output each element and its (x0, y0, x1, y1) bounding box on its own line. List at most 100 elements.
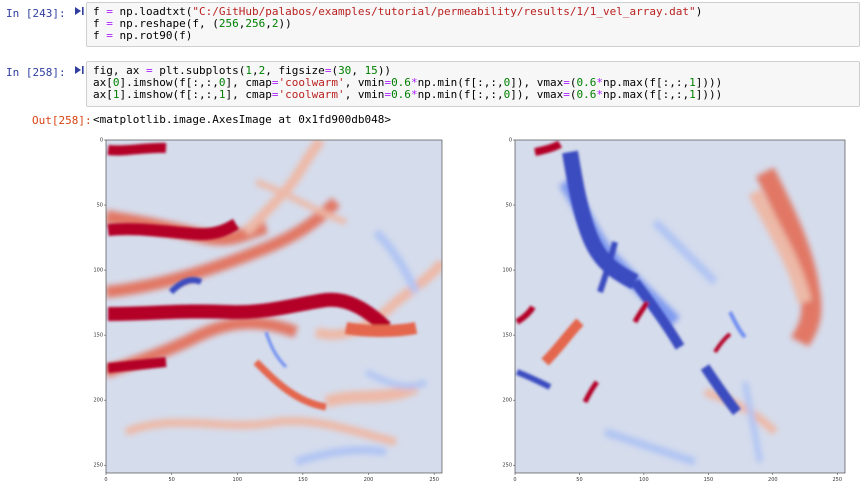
output-text: <matplotlib.image.AxesImage at 0x1fd900d… (93, 113, 392, 126)
code-token: .reshape(f, ( (132, 18, 219, 30)
code-token: ]), vmax (510, 89, 564, 101)
x-tick-label: 150 (704, 477, 714, 483)
code-token: ], cmap (225, 89, 272, 101)
y-tick-label: 100 (502, 268, 512, 274)
code-token: , figsize (265, 65, 325, 77)
velocity-y-image: 0 50 100 150 200 250 0 50 100 150 200 250 (502, 138, 846, 483)
y-tick-label: 150 (93, 333, 103, 339)
code-token: , (238, 18, 246, 30)
code-token: )) (278, 18, 292, 30)
code-token: np (119, 6, 133, 18)
code-token: ].imshow(f[:,:, (119, 77, 219, 89)
code-token: ax[ (93, 77, 113, 89)
code-token: = (99, 18, 120, 30)
cell-prompt-1: In [243]: (6, 7, 66, 20)
y-tick-label: 250 (502, 463, 512, 469)
code-token: np (119, 18, 133, 30)
code-token: np.min(f[:,:, (417, 77, 504, 89)
y-tick-label: 200 (502, 398, 512, 404)
code-token: , (251, 65, 259, 77)
code-token: 1 (112, 89, 120, 101)
code-token: 1 (689, 77, 696, 89)
code-token: 0 (503, 89, 511, 101)
run-cell-icon[interactable] (74, 65, 84, 75)
code-line: ax[0].imshow(f[:,:,0], cmap='coolwarm', … (93, 77, 853, 89)
code-token: ax[ (93, 89, 113, 101)
code-token: , vmin (344, 77, 385, 89)
y-tick-label: 100 (93, 268, 103, 274)
code-token: , (265, 18, 272, 30)
code-token: 256 (245, 18, 266, 30)
code-token: f (93, 6, 100, 18)
x-tick-label: 250 (429, 477, 439, 483)
code-token: * (410, 89, 418, 101)
code-token: np.max(f[:,:, (603, 77, 690, 89)
code-token: ( (569, 89, 577, 101)
code-token: 0 (503, 77, 511, 89)
output-prompt: Out[258]: (32, 114, 92, 127)
code-cell-1[interactable]: f = np.loadtxt("C:/GitHub/palabos/exampl… (86, 2, 860, 47)
code-token: 'coolwarm' (278, 77, 345, 89)
run-cell-icon[interactable] (74, 6, 84, 16)
code-line: fig, ax = plt.subplots(1,2, figsize=(30,… (93, 65, 853, 77)
code-token: f (93, 30, 100, 42)
x-tick-label: 0 (104, 477, 107, 483)
code-token: ], cmap (225, 77, 272, 89)
velocity-x-image-plot: 0 50 100 150 200 250 0 50 100 150 200 250 (93, 132, 452, 492)
code-token: 'coolwarm' (278, 89, 345, 101)
x-tick-label: 200 (768, 477, 778, 483)
code-line: f = np.rot90(f) (93, 30, 853, 42)
code-cell-2[interactable]: fig, ax = plt.subplots(1,2, figsize=(30,… (86, 61, 860, 107)
code-line: ax[1].imshow(f[:,:,1], cmap='coolwarm', … (93, 89, 853, 101)
code-token: 2 (258, 65, 266, 77)
code-token: = (563, 77, 570, 89)
code-token: 1 (689, 89, 696, 101)
code-token: = (271, 77, 279, 89)
code-token: 0.6 (576, 77, 597, 89)
x-tick-label: 0 (513, 477, 516, 483)
y-tick-label: 200 (93, 398, 103, 404)
y-tick-label: 250 (93, 463, 103, 469)
x-tick-label: 100 (232, 477, 242, 483)
code-token: = (99, 30, 120, 42)
cell-prompt-2: In [258]: (6, 66, 66, 79)
code-token: .loadtxt( (132, 6, 193, 18)
x-tick-label: 50 (168, 477, 174, 483)
code-token: 15 (364, 65, 378, 77)
code-token: , (351, 65, 365, 77)
code-token: = (145, 65, 160, 77)
code-token: * (410, 77, 418, 89)
code-token: * (596, 89, 604, 101)
code-token: 0 (112, 77, 120, 89)
code-token: ].imshow(f[:,:, (119, 89, 219, 101)
code-token: 1 (218, 89, 226, 101)
x-tick-label: 150 (298, 477, 308, 483)
code-token: = (384, 77, 392, 89)
y-tick-label: 0 (509, 138, 512, 144)
code-token: 0.6 (576, 89, 597, 101)
velocity-y-image-plot: 0 50 100 150 200 250 0 50 100 150 200 250 (502, 132, 861, 492)
code-token: ( (331, 65, 339, 77)
code-token: = (324, 65, 332, 77)
code-token: ]))) (695, 77, 723, 89)
code-token: ( (569, 77, 577, 89)
code-token: "C:/GitHub/palabos/examples/tutorial/per… (192, 6, 696, 18)
code-token: , vmin (344, 89, 385, 101)
code-token: fig, ax (93, 65, 146, 77)
velocity-x-image: 0 50 100 150 200 250 0 50 100 150 200 250 (93, 138, 443, 483)
x-tick-label: 50 (576, 477, 582, 483)
code-token: = (271, 89, 279, 101)
y-tick-label: 150 (502, 333, 512, 339)
y-tick-label: 50 (506, 203, 512, 209)
code-token: plt.subplots( (159, 65, 246, 77)
x-tick-label: 200 (364, 477, 374, 483)
x-tick-label: 100 (639, 477, 649, 483)
code-token: np (119, 30, 133, 42)
x-tick-label: 250 (832, 477, 842, 483)
code-token: 0 (218, 77, 226, 89)
code-token: * (596, 77, 604, 89)
code-token: = (99, 6, 120, 18)
code-token: ]), vmax (510, 77, 564, 89)
code-token: 0.6 (391, 89, 411, 101)
code-token: = (384, 89, 392, 101)
